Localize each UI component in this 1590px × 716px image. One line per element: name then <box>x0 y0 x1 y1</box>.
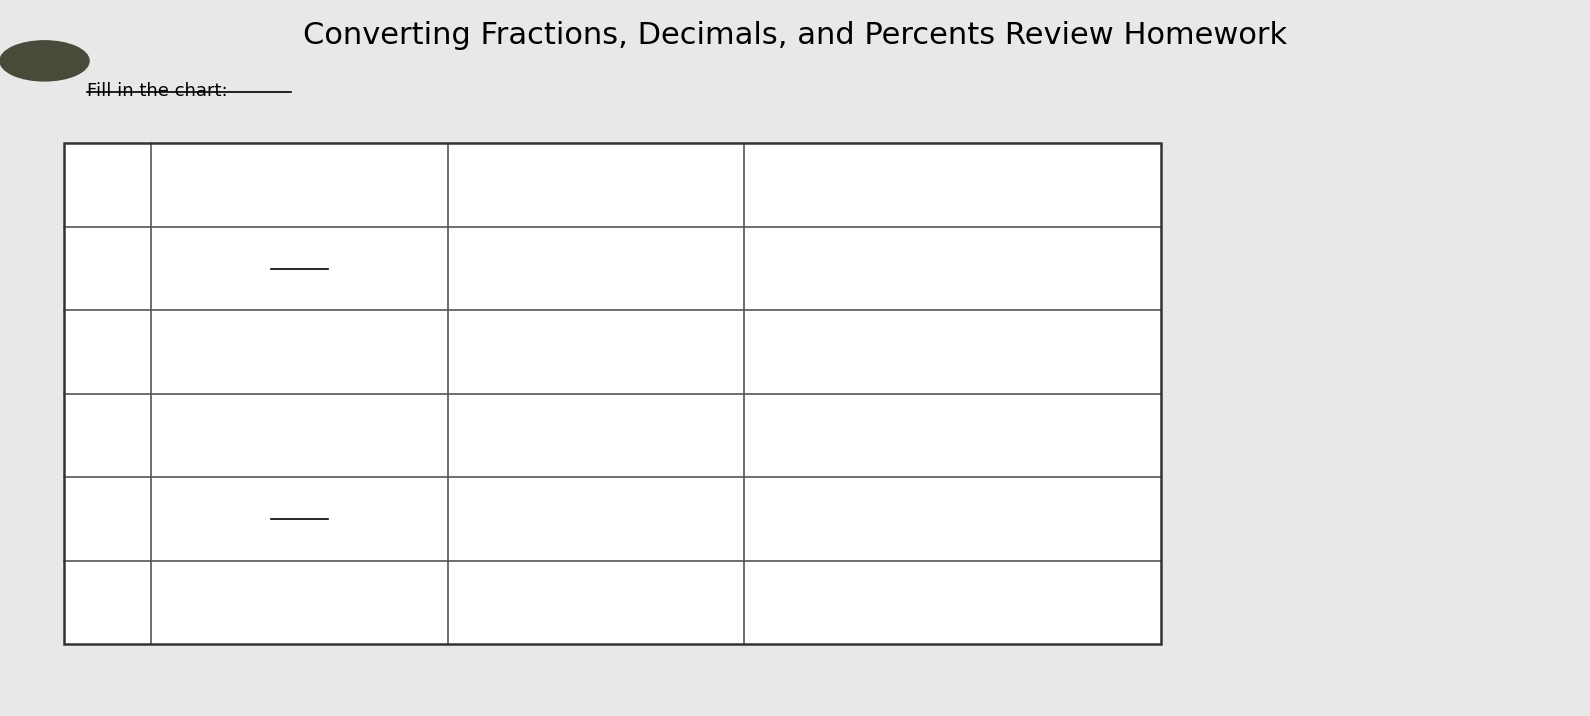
Text: Fill in the chart:: Fill in the chart: <box>87 82 227 100</box>
Text: 5: 5 <box>294 535 305 553</box>
Text: 1: 1 <box>294 235 305 253</box>
Text: Converting Fractions, Decimals, and Percents Review Homework: Converting Fractions, Decimals, and Perc… <box>304 21 1286 51</box>
Text: 4: 4 <box>294 284 305 302</box>
Text: 90%: 90% <box>930 342 975 362</box>
Text: 2.: 2. <box>99 342 116 362</box>
Text: Percent: Percent <box>913 175 992 195</box>
Text: 5.: 5. <box>99 593 116 612</box>
Text: Decimal: Decimal <box>553 175 638 195</box>
Text: Fraction: Fraction <box>258 175 342 195</box>
Text: $33.\overline{3}\%$: $33.\overline{3}\%$ <box>919 591 986 614</box>
Text: 0.375: 0.375 <box>568 426 623 445</box>
Text: 3.: 3. <box>99 426 116 445</box>
Text: 1.: 1. <box>99 259 116 278</box>
Text: 4.: 4. <box>99 510 116 528</box>
Text: 3: 3 <box>294 485 305 503</box>
